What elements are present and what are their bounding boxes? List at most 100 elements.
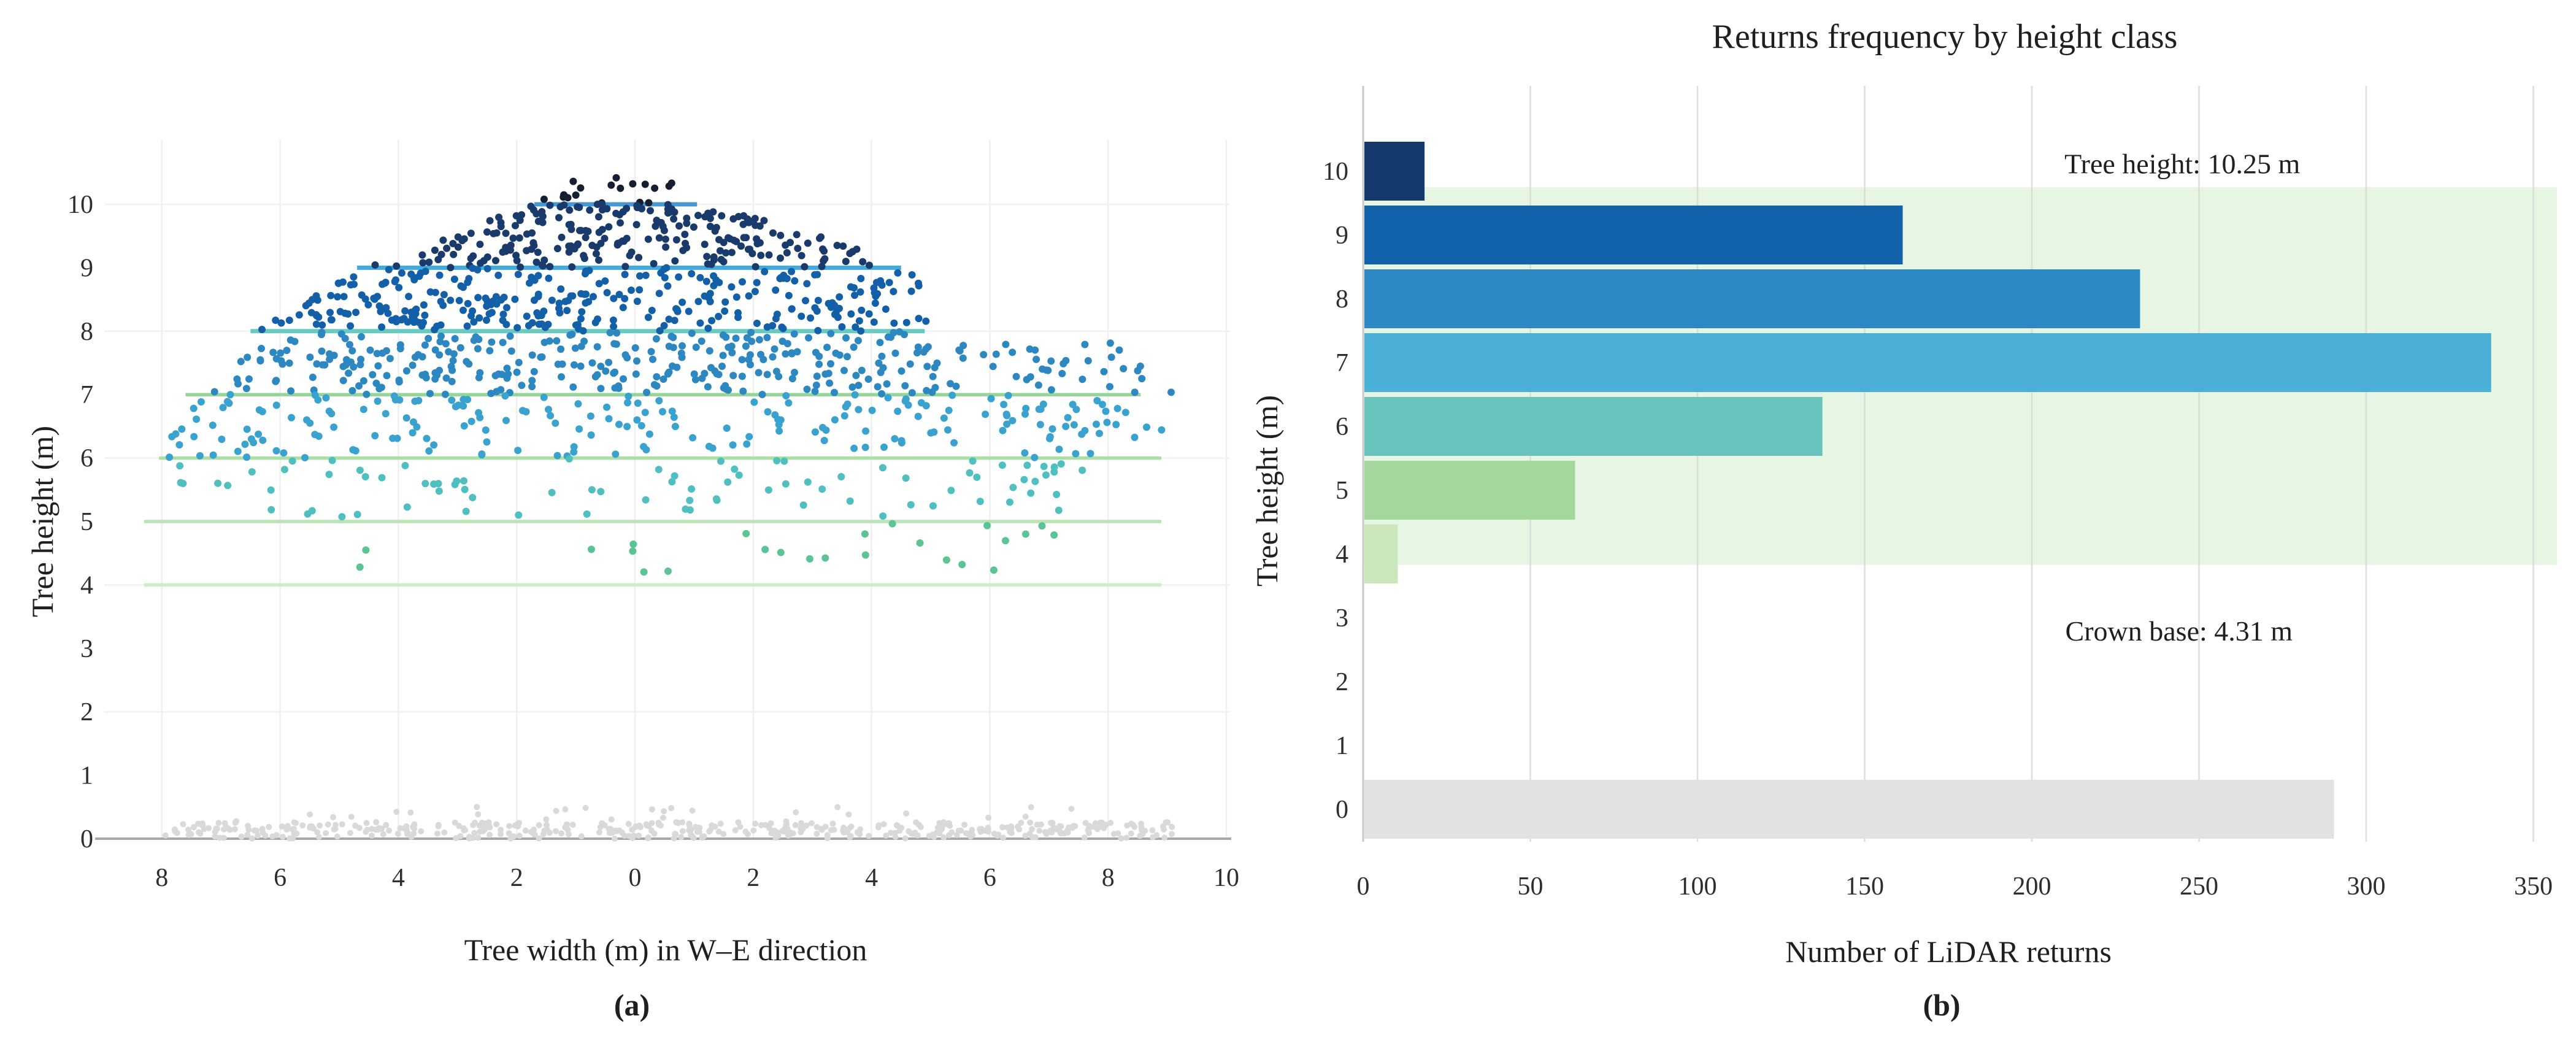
ground-point — [1081, 834, 1088, 841]
lidar-point — [688, 485, 696, 493]
lidar-point — [669, 362, 676, 370]
lidar-point — [677, 349, 685, 357]
lidar-point — [255, 406, 263, 414]
lidar-point — [692, 344, 700, 351]
lidar-point — [309, 374, 317, 381]
ground-point — [712, 823, 718, 830]
lidar-point — [778, 323, 786, 331]
lidar-point — [561, 298, 569, 306]
ground-point — [356, 825, 363, 831]
lidar-point — [772, 286, 780, 294]
lidar-point — [1012, 372, 1020, 380]
lidar-point — [219, 404, 227, 412]
ground-point — [363, 820, 370, 826]
lidar-point — [340, 293, 348, 301]
point-class-6 — [166, 391, 1094, 461]
lidar-point — [615, 420, 623, 428]
lidar-point — [633, 202, 641, 210]
lidar-point — [745, 218, 753, 226]
lidar-point — [442, 374, 450, 382]
lidar-point — [785, 291, 793, 299]
lidar-point — [702, 277, 710, 285]
lidar-point — [773, 456, 781, 464]
lidar-point — [782, 350, 790, 358]
ground-point — [750, 827, 757, 834]
lidar-point — [507, 241, 515, 249]
ground-point — [1123, 834, 1130, 841]
lidar-point — [465, 275, 473, 283]
lidar-point — [709, 444, 717, 452]
lidar-point — [782, 392, 790, 399]
ground-point — [679, 828, 686, 834]
lidar-point — [588, 242, 596, 249]
ground-point — [531, 831, 537, 837]
lidar-point — [409, 361, 417, 369]
lidar-point — [826, 379, 834, 387]
scatter-tick-labels: 0 1 2 3 4 5 6 7 8 9 10 8 6 4 2 0 2 4 6 8 10 — [67, 191, 1239, 892]
lidar-point — [723, 424, 731, 432]
lidar-point — [861, 551, 869, 559]
lidar-point — [597, 385, 605, 393]
lidar-point — [713, 370, 721, 378]
lidar-point — [955, 346, 963, 354]
y-tick-label: 0 — [80, 825, 93, 853]
lidar-point — [859, 258, 867, 266]
lidar-point — [1031, 453, 1039, 461]
lidar-point — [643, 388, 650, 396]
lidar-point — [804, 478, 812, 486]
lidar-point — [1006, 498, 1013, 506]
lidar-point — [402, 367, 410, 375]
lidar-point — [927, 429, 935, 437]
lidar-point — [401, 461, 409, 469]
lidar-point — [983, 522, 991, 529]
lidar-point — [364, 301, 372, 309]
lidar-point — [375, 385, 383, 393]
lidar-point — [898, 439, 905, 447]
lidar-point — [618, 237, 626, 245]
ground-point — [707, 827, 713, 833]
lidar-point — [436, 271, 444, 279]
x-tick-label: 6 — [274, 864, 286, 892]
lidar-point — [553, 337, 561, 345]
ground-point — [563, 821, 570, 828]
lidar-point — [241, 441, 249, 448]
lidar-point — [1112, 421, 1120, 428]
lidar-point — [721, 298, 729, 306]
lidar-point — [449, 356, 457, 364]
lidar-point — [612, 209, 620, 217]
ground-point — [466, 835, 472, 842]
lidar-point — [728, 342, 736, 350]
lidar-point — [813, 372, 821, 380]
ground-point — [953, 831, 960, 838]
ground-point — [1101, 825, 1107, 831]
lidar-point — [812, 381, 820, 389]
point-class-5 — [176, 455, 1086, 521]
panel-a-caption: (a) — [614, 988, 650, 1022]
lidar-point — [234, 447, 242, 455]
lidar-point — [1121, 409, 1129, 417]
ground-point — [717, 820, 724, 827]
lidar-point — [552, 419, 559, 427]
lidar-point — [647, 348, 655, 356]
lidar-point — [696, 319, 704, 327]
point-class-8 — [258, 264, 930, 335]
ground-point — [1028, 804, 1034, 810]
ground-point — [632, 823, 639, 829]
lidar-point — [846, 497, 854, 505]
ground-point — [269, 833, 276, 840]
lidar-point — [690, 223, 698, 231]
lidar-point — [990, 566, 998, 574]
ground-point — [637, 824, 644, 831]
lidar-point — [372, 379, 380, 387]
lidar-point — [1106, 339, 1114, 347]
lidar-point — [1069, 401, 1077, 409]
lidar-point — [469, 264, 477, 272]
x-tick-label: 4 — [392, 864, 405, 892]
lidar-point — [357, 355, 365, 363]
ground-point — [506, 830, 512, 837]
ground-point — [767, 820, 774, 826]
bar-height-class-8 — [1364, 269, 2140, 328]
lidar-point — [842, 334, 850, 342]
lidar-point — [503, 304, 510, 312]
lidar-point — [415, 318, 423, 326]
